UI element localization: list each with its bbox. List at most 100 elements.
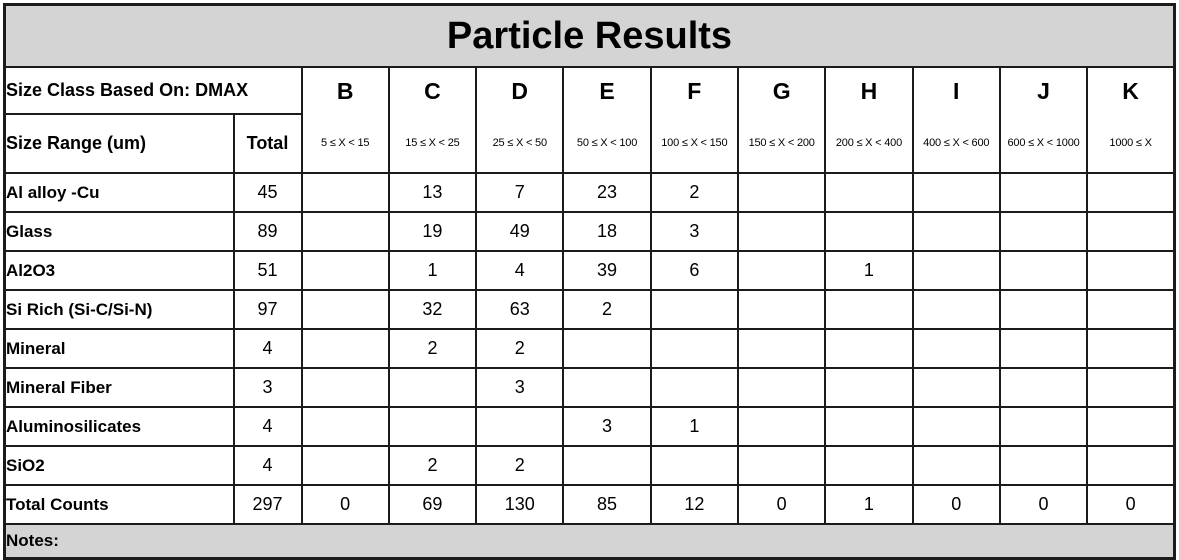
size-class-range: 25 ≤ X < 50 bbox=[492, 137, 547, 149]
count-cell bbox=[911, 172, 1001, 213]
count-cell bbox=[387, 367, 478, 408]
count-cell: 3 bbox=[649, 211, 739, 252]
count-cell bbox=[736, 211, 827, 252]
table-row: Mineral Fiber 3 3 bbox=[3, 367, 1176, 408]
count-cell bbox=[649, 328, 739, 369]
size-class-letter: H bbox=[860, 77, 878, 104]
count-cell bbox=[1086, 250, 1176, 291]
count-cell bbox=[998, 289, 1089, 330]
count-cell bbox=[387, 406, 478, 447]
header-row-size-class: Size Class Based On: DMAX B 5 ≤ X < 15 C 15… bbox=[3, 66, 1176, 174]
count-cell: 130 bbox=[475, 484, 565, 525]
total-count-value: 51 bbox=[232, 250, 303, 291]
page-title: Particle Results bbox=[3, 3, 1176, 68]
material-label: Total Counts bbox=[3, 484, 235, 525]
count-cell bbox=[998, 406, 1089, 447]
material-label: Glass bbox=[3, 211, 235, 252]
table-row: Glass 89 19 49 18 3 bbox=[3, 211, 1176, 252]
count-cell bbox=[998, 211, 1089, 252]
count-cell: 18 bbox=[562, 211, 652, 252]
count-cell bbox=[824, 289, 914, 330]
total-count-value: 297 bbox=[232, 484, 303, 525]
data-section: Al alloy -Cu 45 13 7 23 2 Glass 89 19 49 18 3 Al2O3 5… bbox=[3, 172, 1176, 525]
count-cell bbox=[649, 445, 739, 486]
count-cell bbox=[300, 328, 390, 369]
count-cell bbox=[824, 406, 914, 447]
count-cell: 1 bbox=[649, 406, 739, 447]
total-count-value: 4 bbox=[232, 445, 303, 486]
column-header-e: E 50 ≤ X < 100 bbox=[562, 66, 652, 174]
count-cell: 32 bbox=[387, 289, 478, 330]
count-cell: 69 bbox=[387, 484, 478, 525]
total-count-value: 45 bbox=[232, 172, 303, 213]
count-cell: 1 bbox=[824, 484, 914, 525]
count-cell: 7 bbox=[475, 172, 565, 213]
size-class-range: 5 ≤ X < 15 bbox=[320, 137, 370, 149]
column-header-b: B 5 ≤ X < 15 bbox=[300, 66, 390, 174]
size-class-range: 400 ≤ X < 600 bbox=[923, 137, 990, 149]
count-cell bbox=[736, 289, 827, 330]
count-cell bbox=[475, 406, 565, 447]
table-row: Si Rich (Si-C/Si-N) 97 32 63 2 bbox=[3, 289, 1176, 330]
column-header-i: I 400 ≤ X < 600 bbox=[911, 66, 1001, 174]
count-cell bbox=[1086, 328, 1176, 369]
count-cell: 12 bbox=[649, 484, 739, 525]
count-cell: 0 bbox=[736, 484, 827, 525]
count-cell bbox=[911, 289, 1001, 330]
count-cell bbox=[300, 445, 390, 486]
size-class-letter: E bbox=[599, 77, 615, 104]
count-cell: 3 bbox=[562, 406, 652, 447]
count-cell: 85 bbox=[562, 484, 652, 525]
material-label: Al alloy -Cu bbox=[3, 172, 235, 213]
count-cell: 0 bbox=[1086, 484, 1176, 525]
count-cell bbox=[300, 406, 390, 447]
count-cell bbox=[998, 445, 1089, 486]
column-header-k: K 1000 ≤ X bbox=[1086, 66, 1176, 174]
count-cell bbox=[824, 328, 914, 369]
count-cell bbox=[736, 445, 827, 486]
notes-row: Notes: bbox=[3, 523, 1176, 560]
count-cell bbox=[911, 211, 1001, 252]
column-header-d: D 25 ≤ X < 50 bbox=[475, 66, 565, 174]
count-cell: 2 bbox=[649, 172, 739, 213]
count-cell: 2 bbox=[475, 328, 565, 369]
count-cell: 2 bbox=[387, 445, 478, 486]
count-cell bbox=[736, 250, 827, 291]
column-header-h: H 200 ≤ X < 400 bbox=[824, 66, 914, 174]
table-row: Al alloy -Cu 45 13 7 23 2 bbox=[3, 172, 1176, 213]
count-cell: 0 bbox=[300, 484, 390, 525]
material-label: Si Rich (Si-C/Si-N) bbox=[3, 289, 235, 330]
size-class-letter: G bbox=[772, 77, 791, 104]
table-row: Aluminosilicates 4 3 1 bbox=[3, 406, 1176, 447]
total-count-value: 89 bbox=[232, 211, 303, 252]
count-cell: 6 bbox=[649, 250, 739, 291]
count-cell bbox=[1086, 406, 1176, 447]
notes-label: Notes: bbox=[3, 523, 1176, 560]
count-cell bbox=[736, 172, 827, 213]
count-cell bbox=[911, 367, 1001, 408]
size-class-range: 600 ≤ X < 1000 bbox=[1007, 137, 1080, 149]
count-cell: 1 bbox=[387, 250, 478, 291]
size-class-range: 50 ≤ X < 100 bbox=[576, 137, 638, 149]
count-cell: 49 bbox=[475, 211, 565, 252]
column-header-f: F 100 ≤ X < 150 bbox=[649, 66, 739, 174]
size-class-basis-label: Size Class Based On: DMAX bbox=[3, 66, 303, 115]
count-cell: 1 bbox=[824, 250, 914, 291]
count-cell bbox=[736, 406, 827, 447]
size-class-letter: K bbox=[1122, 77, 1139, 104]
count-cell: 23 bbox=[562, 172, 652, 213]
total-count-value: 97 bbox=[232, 289, 303, 330]
table-row: Al2O3 51 1 4 39 6 1 bbox=[3, 250, 1176, 291]
count-cell: 0 bbox=[911, 484, 1001, 525]
total-count-value: 4 bbox=[232, 406, 303, 447]
total-column-header: Total bbox=[232, 112, 303, 175]
count-cell bbox=[562, 445, 652, 486]
size-range-label: Size Range (um) bbox=[3, 112, 235, 175]
size-class-letter: B bbox=[336, 77, 354, 104]
size-class-letter: C bbox=[424, 77, 441, 104]
count-cell bbox=[300, 367, 390, 408]
count-cell: 13 bbox=[387, 172, 478, 213]
count-cell bbox=[649, 367, 739, 408]
header-section: Size Class Based On: DMAX B 5 ≤ X < 15 C 15… bbox=[3, 66, 1176, 175]
